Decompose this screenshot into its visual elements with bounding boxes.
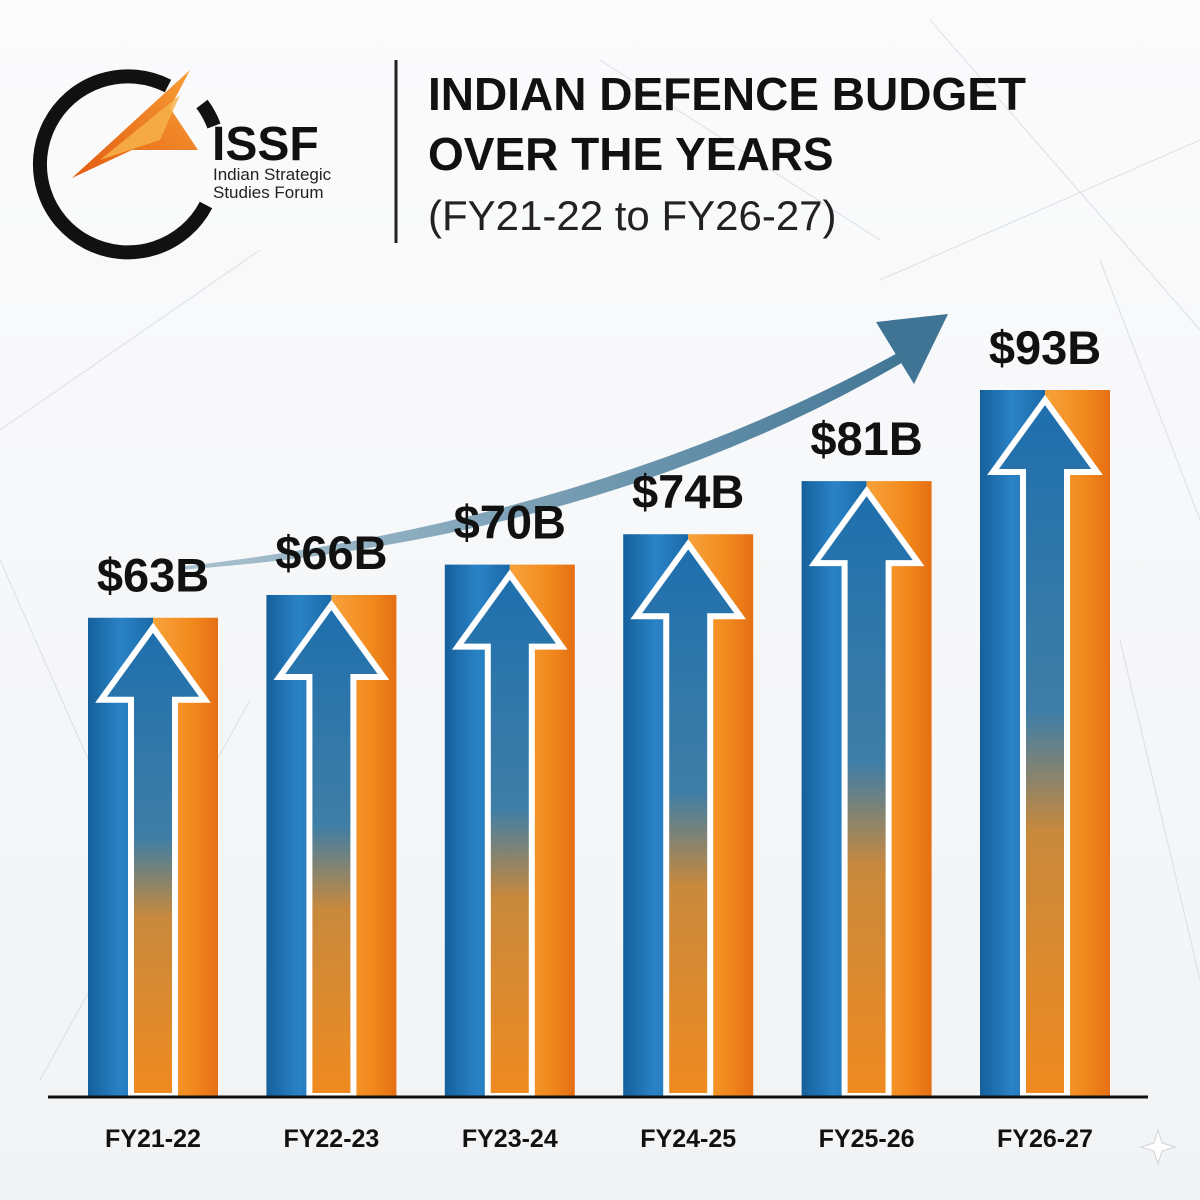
x-tick-label: FY22-23 xyxy=(283,1125,379,1153)
bar-FY23-24 xyxy=(444,564,575,1099)
bar-FY26-27 xyxy=(980,390,1110,1099)
value-label: $81B xyxy=(810,412,922,465)
logo-line-1: Indian Strategic xyxy=(213,165,332,184)
value-label: $63B xyxy=(97,549,209,602)
bar-FY21-22 xyxy=(88,617,218,1099)
bar-FY24-25 xyxy=(623,534,754,1099)
title-line-1: INDIAN DEFENCE BUDGET xyxy=(428,68,1026,120)
subtitle: (FY21-22 to FY26-27) xyxy=(428,192,837,239)
value-label: $74B xyxy=(632,465,744,518)
bars-group xyxy=(88,390,1110,1099)
value-labels-group: $63B $66B $70B $74B $81B $93B xyxy=(97,321,1101,602)
x-axis-labels-group: FY21-22 FY22-23 FY23-24 FY24-25 FY25-26 FY26-… xyxy=(105,1125,1093,1153)
issf-logo-icon: ISSF Indian Strategic Studies Forum xyxy=(32,69,332,260)
sparkle-icon xyxy=(1139,1128,1177,1166)
value-label: $66B xyxy=(275,526,387,579)
title-line-2: OVER THE YEARS xyxy=(428,128,834,180)
x-tick-label: FY25-26 xyxy=(819,1125,915,1153)
logo-line-2: Studies Forum xyxy=(213,183,324,202)
bar-FY25-26 xyxy=(801,481,932,1099)
x-tick-label: FY24-25 xyxy=(640,1125,736,1153)
logo-acronym: ISSF xyxy=(212,118,319,171)
value-label: $93B xyxy=(989,321,1101,374)
value-label: $70B xyxy=(454,496,566,549)
x-tick-label: FY21-22 xyxy=(105,1125,201,1153)
bar-FY22-23 xyxy=(266,594,397,1099)
x-tick-label: FY26-27 xyxy=(997,1125,1093,1153)
x-tick-label: FY23-24 xyxy=(462,1125,558,1153)
trend-arrow-icon xyxy=(178,314,948,570)
